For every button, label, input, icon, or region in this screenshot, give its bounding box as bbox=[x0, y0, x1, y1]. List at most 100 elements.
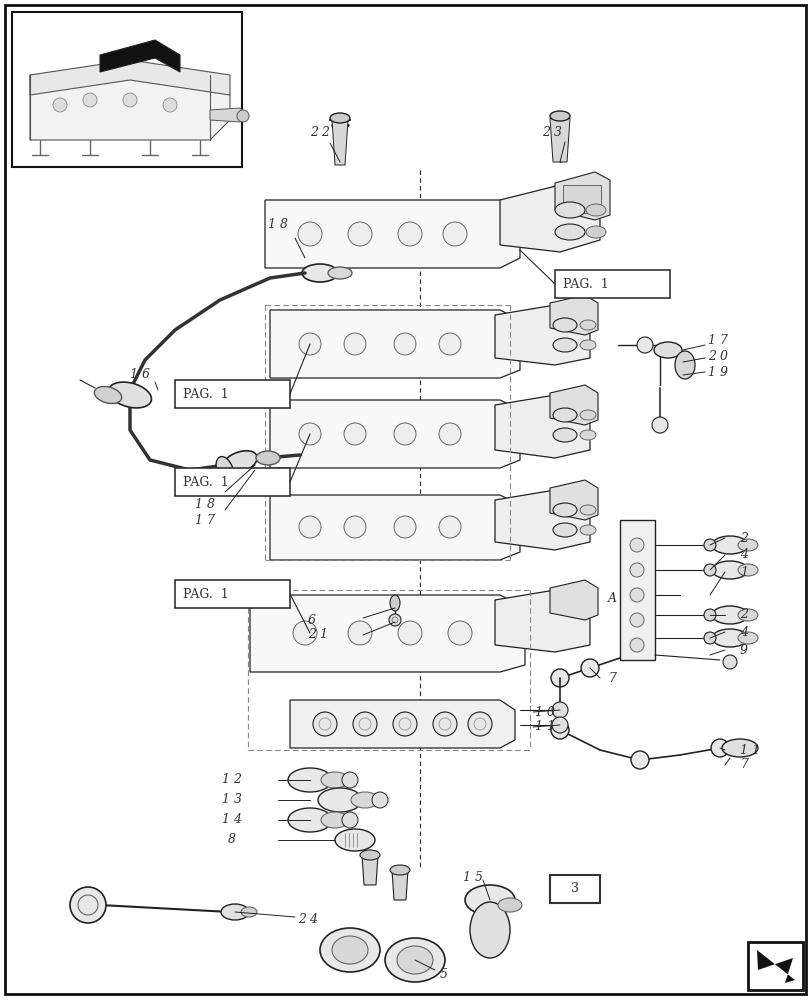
Circle shape bbox=[551, 717, 568, 733]
Circle shape bbox=[722, 655, 736, 669]
Text: 2 2: 2 2 bbox=[310, 126, 329, 139]
Circle shape bbox=[551, 721, 569, 739]
Ellipse shape bbox=[579, 525, 595, 535]
Circle shape bbox=[122, 93, 137, 107]
Ellipse shape bbox=[549, 111, 569, 121]
Polygon shape bbox=[495, 395, 590, 458]
Polygon shape bbox=[756, 950, 794, 983]
Circle shape bbox=[636, 337, 652, 353]
Polygon shape bbox=[620, 520, 654, 660]
Bar bbox=[747, 942, 802, 990]
Ellipse shape bbox=[711, 536, 747, 554]
Polygon shape bbox=[549, 480, 597, 520]
Ellipse shape bbox=[329, 113, 350, 123]
Circle shape bbox=[630, 751, 648, 769]
Circle shape bbox=[710, 739, 728, 757]
Ellipse shape bbox=[302, 264, 337, 282]
Circle shape bbox=[397, 621, 422, 645]
Polygon shape bbox=[332, 120, 348, 165]
Polygon shape bbox=[362, 855, 378, 885]
Text: 7: 7 bbox=[739, 758, 747, 772]
Circle shape bbox=[703, 632, 715, 644]
Bar bbox=[175, 580, 290, 608]
Text: 6: 6 bbox=[307, 613, 315, 626]
Text: 1 1: 1 1 bbox=[739, 744, 759, 756]
Text: 1 4: 1 4 bbox=[221, 813, 242, 826]
Circle shape bbox=[629, 613, 643, 627]
Ellipse shape bbox=[653, 342, 681, 358]
Ellipse shape bbox=[579, 505, 595, 515]
Circle shape bbox=[298, 516, 320, 538]
Text: 4: 4 bbox=[739, 626, 747, 639]
Circle shape bbox=[551, 702, 568, 718]
Circle shape bbox=[581, 659, 599, 677]
Circle shape bbox=[439, 333, 461, 355]
Circle shape bbox=[439, 423, 461, 445]
Circle shape bbox=[312, 712, 337, 736]
Ellipse shape bbox=[721, 739, 757, 757]
Ellipse shape bbox=[554, 202, 584, 218]
Text: 1 8: 1 8 bbox=[195, 498, 215, 512]
Text: 2 1: 2 1 bbox=[307, 629, 328, 642]
Text: 1: 1 bbox=[739, 566, 747, 578]
Text: 1 3: 1 3 bbox=[221, 793, 242, 806]
Ellipse shape bbox=[109, 382, 152, 408]
Circle shape bbox=[629, 588, 643, 602]
Text: 1 5: 1 5 bbox=[462, 871, 483, 884]
Circle shape bbox=[703, 539, 715, 551]
Circle shape bbox=[388, 614, 401, 626]
Ellipse shape bbox=[554, 224, 584, 240]
Polygon shape bbox=[100, 40, 180, 72]
Text: 1 8: 1 8 bbox=[268, 219, 288, 232]
Ellipse shape bbox=[359, 850, 380, 860]
Polygon shape bbox=[500, 185, 599, 252]
Circle shape bbox=[348, 222, 371, 246]
Text: 1 9: 1 9 bbox=[707, 365, 727, 378]
Text: PAG.  1: PAG. 1 bbox=[182, 476, 229, 488]
Ellipse shape bbox=[552, 408, 577, 422]
Text: 9: 9 bbox=[739, 644, 747, 656]
Circle shape bbox=[348, 621, 371, 645]
Text: PAG.  1: PAG. 1 bbox=[562, 277, 608, 290]
Circle shape bbox=[448, 621, 471, 645]
Circle shape bbox=[393, 333, 415, 355]
Circle shape bbox=[298, 333, 320, 355]
Ellipse shape bbox=[497, 898, 521, 912]
Ellipse shape bbox=[221, 904, 249, 920]
Ellipse shape bbox=[94, 386, 122, 404]
Ellipse shape bbox=[318, 788, 362, 812]
Ellipse shape bbox=[255, 451, 280, 465]
Ellipse shape bbox=[470, 902, 509, 958]
Ellipse shape bbox=[579, 430, 595, 440]
Polygon shape bbox=[250, 595, 525, 672]
Text: 2: 2 bbox=[739, 608, 747, 621]
Ellipse shape bbox=[320, 812, 349, 828]
Polygon shape bbox=[549, 295, 597, 335]
Ellipse shape bbox=[737, 539, 757, 551]
Circle shape bbox=[432, 712, 457, 736]
Circle shape bbox=[237, 110, 249, 122]
Polygon shape bbox=[495, 590, 590, 652]
Polygon shape bbox=[549, 385, 597, 425]
Ellipse shape bbox=[737, 632, 757, 644]
Text: 2 4: 2 4 bbox=[298, 913, 318, 926]
Circle shape bbox=[344, 423, 366, 445]
Ellipse shape bbox=[711, 606, 747, 624]
Circle shape bbox=[341, 812, 358, 828]
Text: 7: 7 bbox=[607, 672, 616, 684]
Text: 2: 2 bbox=[739, 532, 747, 544]
Circle shape bbox=[393, 423, 415, 445]
Circle shape bbox=[393, 712, 417, 736]
Circle shape bbox=[344, 516, 366, 538]
Ellipse shape bbox=[332, 936, 367, 964]
Circle shape bbox=[629, 538, 643, 552]
Circle shape bbox=[70, 887, 106, 923]
Ellipse shape bbox=[737, 564, 757, 576]
Ellipse shape bbox=[586, 204, 605, 216]
Ellipse shape bbox=[288, 808, 332, 832]
Circle shape bbox=[443, 222, 466, 246]
Ellipse shape bbox=[335, 829, 375, 851]
Circle shape bbox=[344, 333, 366, 355]
Circle shape bbox=[393, 516, 415, 538]
Ellipse shape bbox=[552, 523, 577, 537]
